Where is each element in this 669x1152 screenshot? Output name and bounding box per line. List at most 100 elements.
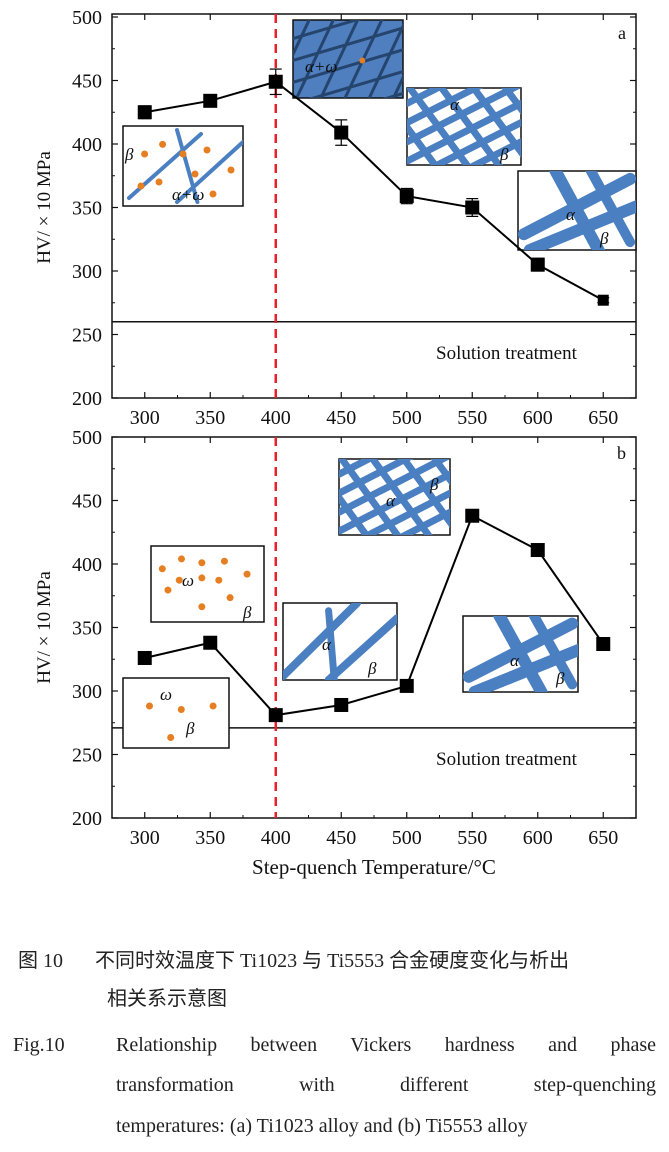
y-tick-label: 450 [72,71,102,93]
omega-particle [164,586,172,594]
alpha-lath [430,459,450,486]
y-axis-label: HV/ × 10 MPa [34,571,55,684]
data-point-marker [596,637,611,652]
x-tick-label: 500 [392,827,422,849]
inset-phase-label: ω [160,685,172,704]
data-point-marker [597,294,609,306]
inset-content [146,702,217,741]
panel-label: b [617,443,626,463]
series-line-a [144,80,604,302]
y-tick-label: 200 [72,808,102,830]
omega-particle [155,178,163,186]
alpha-lath [293,48,403,84]
data-point-marker [268,708,283,723]
omega-particle [226,594,234,602]
omega-particle [167,734,175,741]
x-tick-label: 550 [457,407,487,429]
inset-phase-label: β [242,603,252,622]
data-point-marker [465,508,480,523]
omega-particle [159,140,167,148]
inset-content [518,171,636,250]
alpha-lath [175,140,243,204]
solution-treatment-label: Solution treatment [436,343,578,364]
inset-phase-label: α [566,205,576,224]
omega-particle [175,576,183,584]
inset-phase-label: α [510,651,520,670]
alpha-lath [293,20,311,58]
alpha-lath [501,88,521,115]
inset-phase-label: β [367,659,377,678]
hardness-charts: 200 250 300 350 400 450 500 300 350 400 450 500 550 6… [34,7,637,879]
inset-phase-label: β [185,719,195,738]
data-point-marker [465,200,480,215]
alpha-lath [548,171,606,250]
alpha-lath [319,20,360,98]
data-point-marker [334,697,349,712]
omega-particle [198,603,206,611]
alpha-lath [339,459,377,478]
alpha-lath [467,138,521,165]
caption-en-line3: temperatures: (a) Ti1023 alloy and (b) T… [116,1115,528,1137]
solution-treatment-label: Solution treatment [436,749,578,770]
alpha-lath [245,12,289,106]
alpha-lath [360,489,450,535]
x-tick-label: 300 [130,827,160,849]
y-tick-label: 300 [72,681,102,703]
y-tick-label: 400 [72,554,102,576]
data-point-marker [530,543,545,558]
inset-content [158,555,251,611]
y-tick-label: 300 [72,261,102,283]
data-point-marker [137,105,152,120]
y-tick-label: 350 [72,198,102,220]
inset-phase-label: β [499,145,509,164]
alpha-lath [469,88,521,158]
omega-particle [215,576,223,584]
alpha-lath [429,119,521,165]
x-tick-label: 550 [457,827,487,849]
omega-particle [203,146,211,154]
data-point-marker [203,93,218,108]
omega-particle [158,565,166,573]
y-tick-label: 400 [72,134,102,156]
y-tick-label: 450 [72,491,102,513]
inset-phase-label: α+ω [172,185,204,204]
omega-particle [178,555,186,563]
alpha-lath [175,128,200,204]
alpha-lath [407,99,521,165]
omega-particle [209,702,217,710]
x-tick-label: 350 [195,407,225,429]
inset-schematic-b-2 [150,545,265,623]
alpha-lath [293,26,403,62]
alpha-lath [324,614,397,680]
x-tick-label: 650 [588,827,618,849]
inset-schematic-a-1 [122,125,244,207]
inset-phase-label: β [555,669,565,688]
omega-particle [141,150,149,158]
alpha-lath [382,91,403,98]
y-axis-label: HV/ × 10 MPa [34,151,55,264]
x-tick-label: 500 [392,407,422,429]
alpha-lath [528,616,578,690]
caption-cn-line2: 相关系示意图 [107,988,227,1010]
omega-particle [209,190,217,198]
caption-cn-line1: 不同时效温度下 Ti1023 与 Ti5553 合金硬度变化与析出 [95,950,570,972]
inset-frame [122,677,230,749]
omega-particle [146,702,153,710]
y-tick-label: 500 [72,7,102,29]
data-point-marker [399,189,414,204]
y-tick-label: 250 [72,325,102,347]
inset-frame [150,545,265,623]
alpha-lath [397,508,450,535]
inset-phase-label: α+ω [305,57,337,76]
data-point-marker [268,74,283,89]
alpha-lath [339,470,450,535]
alpha-lath [293,20,362,41]
alpha-lath [585,171,636,248]
x-tick-label: 350 [195,827,225,849]
inset-phase-label: β [599,229,609,248]
inset-content [407,88,521,165]
alpha-lath [492,616,549,692]
inset-schematic-a-4 [517,170,637,251]
data-point-marker [203,635,218,650]
